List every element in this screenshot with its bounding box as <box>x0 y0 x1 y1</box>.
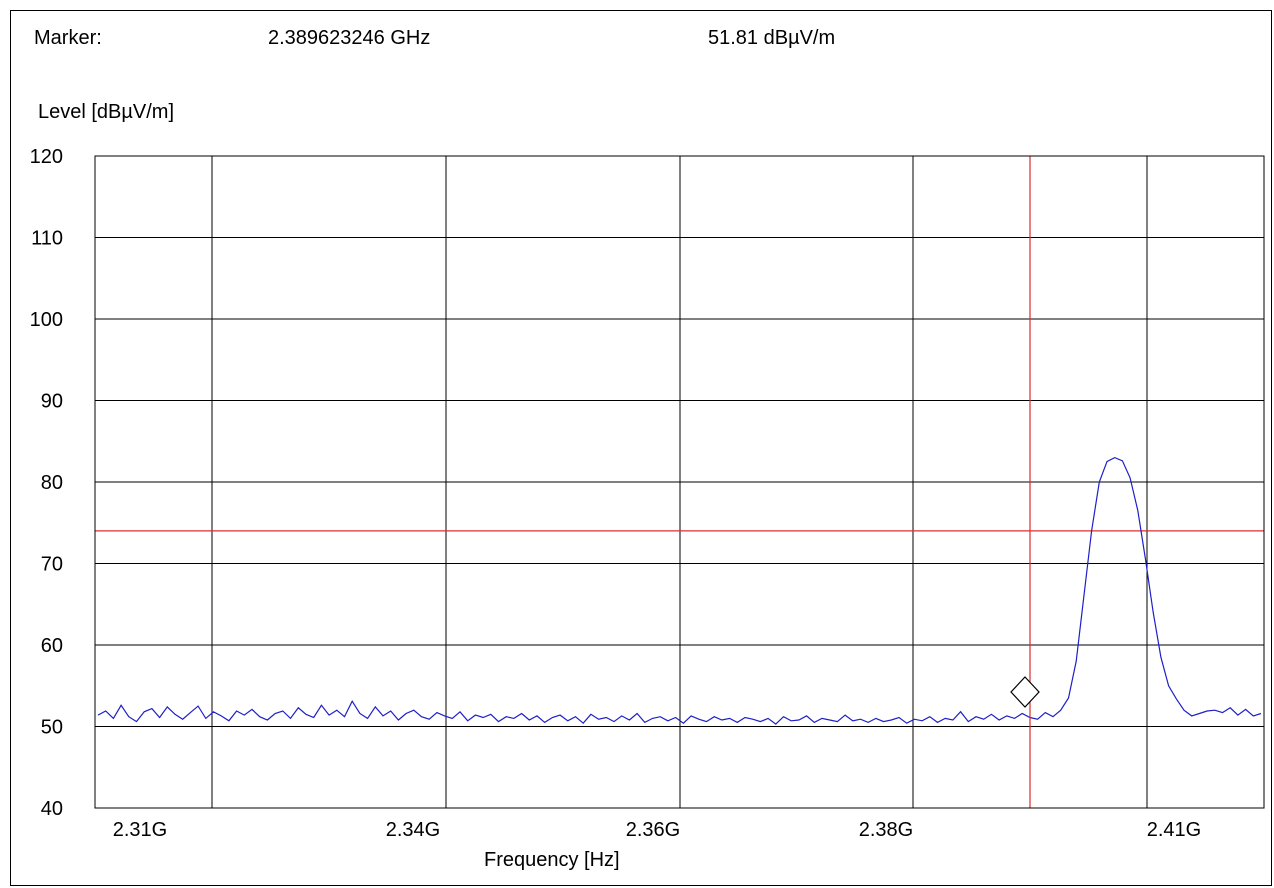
diamond-marker-icon <box>1010 676 1040 708</box>
marker-group <box>1010 156 1040 808</box>
marker-label: Marker: <box>34 27 102 49</box>
y-tick-labels: 40 50 60 70 80 90 100 110 120 <box>30 146 63 820</box>
y-axis-label: Level [dBµV/m] <box>38 101 175 123</box>
y-tick-label: 50 <box>41 717 63 739</box>
grid <box>95 155 1264 809</box>
y-tick-label: 60 <box>41 635 63 657</box>
marker-level: 51.81 dBµV/m <box>708 27 836 49</box>
trace-group <box>97 456 1262 725</box>
x-tick-label: 2.38G <box>859 819 913 841</box>
y-tick-label: 120 <box>30 146 63 168</box>
y-tick-label: 40 <box>41 798 63 820</box>
x-tick-label: 2.31G <box>113 819 167 841</box>
x-tick-label: 2.34G <box>386 819 440 841</box>
plot-border <box>94 155 1265 809</box>
y-tick-label: 100 <box>30 309 63 331</box>
x-tick-label: 2.36G <box>626 819 680 841</box>
y-tick-label: 90 <box>41 391 63 413</box>
x-tick-labels: 2.31G 2.34G 2.36G 2.38G 2.41G <box>113 819 1201 841</box>
y-tick-label: 80 <box>41 472 63 494</box>
marker-frequency: 2.389623246 GHz <box>268 27 431 49</box>
y-tick-label: 110 <box>31 228 63 250</box>
x-axis-label: Frequency [Hz] <box>484 849 620 871</box>
y-tick-label: 70 <box>41 554 63 576</box>
x-tick-label: 2.41G <box>1147 819 1201 841</box>
spectrum-trace <box>97 456 1262 725</box>
